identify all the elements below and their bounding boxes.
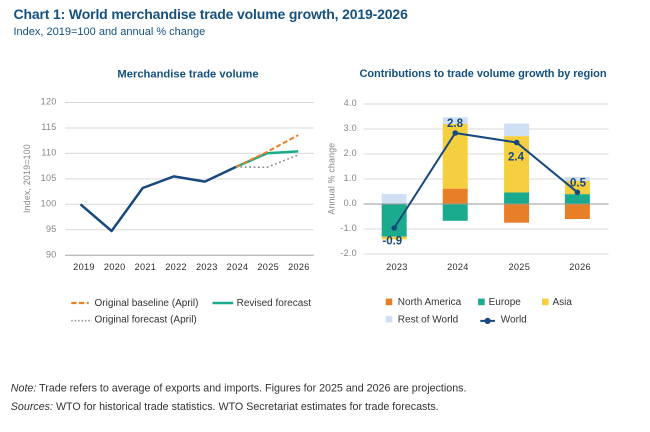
svg-text:0.5: 0.5 [570, 178, 587, 190]
svg-text:95: 95 [46, 224, 57, 234]
svg-text:1.0: 1.0 [344, 173, 357, 183]
svg-text:2024: 2024 [227, 262, 249, 272]
svg-text:Sources: WTO for historical tr: Sources: WTO for historical trade statis… [11, 401, 439, 413]
svg-text:115: 115 [41, 122, 56, 132]
svg-text:2025: 2025 [508, 262, 530, 272]
svg-text:2023: 2023 [196, 262, 218, 272]
svg-text:Contributions to trade volume: Contributions to trade volume growth by … [359, 68, 606, 80]
svg-text:Index, 2019=100 and annual % c: Index, 2019=100 and annual % change [14, 26, 206, 38]
svg-text:105: 105 [41, 173, 57, 183]
svg-text:4.0: 4.0 [344, 98, 357, 108]
svg-text:2020: 2020 [104, 262, 126, 272]
svg-text:2025: 2025 [257, 262, 279, 272]
svg-text:90: 90 [46, 249, 57, 259]
svg-text:-1.0: -1.0 [340, 223, 357, 233]
svg-text:North America: North America [398, 297, 462, 308]
svg-text:Europe: Europe [489, 297, 522, 308]
svg-text:3.0: 3.0 [344, 123, 357, 133]
svg-text:2024: 2024 [447, 262, 469, 272]
svg-text:Rest of World: Rest of World [398, 314, 458, 325]
svg-text:-0.9: -0.9 [382, 236, 402, 248]
svg-text:2019: 2019 [73, 262, 95, 272]
svg-text:World: World [501, 314, 527, 325]
svg-text:0.0: 0.0 [344, 198, 357, 208]
svg-text:2026: 2026 [569, 262, 591, 272]
svg-text:2022: 2022 [165, 262, 187, 272]
svg-text:2.4: 2.4 [508, 152, 525, 164]
svg-text:-2.0: -2.0 [340, 248, 357, 258]
svg-text:110: 110 [41, 148, 56, 158]
svg-text:Revised forecast: Revised forecast [237, 298, 312, 309]
svg-text:2026: 2026 [288, 262, 310, 272]
svg-text:Chart 1: World merchandise tra: Chart 1: World merchandise trade volume … [14, 6, 409, 22]
svg-text:Asia: Asia [553, 297, 573, 308]
svg-text:Merchandise trade volume: Merchandise trade volume [117, 69, 258, 81]
svg-text:Note: Trade refers to average: Note: Trade refers to average of exports… [11, 383, 467, 395]
svg-text:120: 120 [41, 97, 57, 107]
svg-text:2.0: 2.0 [344, 148, 357, 158]
svg-text:Index, 2019=100: Index, 2019=100 [22, 144, 32, 213]
svg-text:2021: 2021 [135, 262, 157, 272]
svg-text:Original forecast (April): Original forecast (April) [95, 314, 197, 325]
svg-text:2.8: 2.8 [447, 118, 464, 130]
svg-text:100: 100 [41, 199, 57, 209]
svg-text:Annual % change: Annual % change [327, 143, 337, 215]
svg-text:Original baseline (April): Original baseline (April) [95, 298, 199, 309]
svg-text:2023: 2023 [386, 262, 408, 272]
